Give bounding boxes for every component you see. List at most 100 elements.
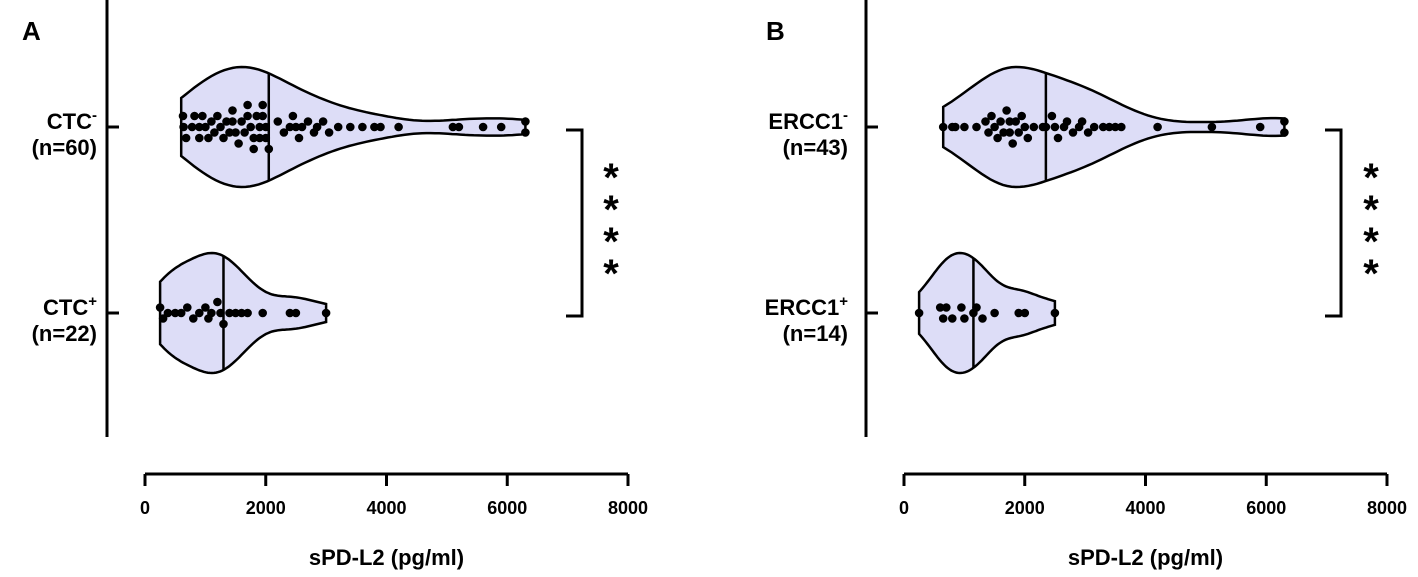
significance-stars: **** xyxy=(603,156,619,296)
category-superscript: - xyxy=(843,107,848,124)
x-tick-label: 8000 xyxy=(1367,498,1407,518)
data-point xyxy=(178,111,188,121)
x-tick-label: 0 xyxy=(140,498,150,518)
data-point xyxy=(181,133,191,143)
data-point xyxy=(999,128,1008,137)
data-point xyxy=(333,122,343,132)
data-point xyxy=(190,111,199,121)
data-point xyxy=(1008,139,1017,148)
x-tick-label: 8000 xyxy=(608,498,648,518)
data-point xyxy=(454,122,464,132)
data-point xyxy=(972,122,981,132)
data-point xyxy=(346,122,355,132)
significance-star: * xyxy=(603,156,619,200)
category-label: ERCC1+ xyxy=(765,293,849,320)
data-point xyxy=(987,111,996,121)
data-point xyxy=(219,319,228,329)
data-point xyxy=(222,117,231,126)
data-point xyxy=(984,128,993,137)
data-point xyxy=(1153,122,1162,132)
data-point xyxy=(195,133,204,143)
data-point xyxy=(261,133,271,143)
data-point xyxy=(1014,308,1023,318)
data-point xyxy=(216,308,225,318)
data-point xyxy=(273,117,283,126)
data-point xyxy=(1255,122,1265,132)
data-point xyxy=(1105,122,1114,132)
data-point xyxy=(1002,106,1011,115)
x-tick-label: 4000 xyxy=(1125,498,1165,518)
data-point xyxy=(198,111,207,121)
data-point xyxy=(237,117,246,126)
data-point xyxy=(204,133,213,143)
data-point xyxy=(1098,122,1108,132)
data-point xyxy=(1017,111,1026,121)
data-point xyxy=(321,308,331,318)
data-point xyxy=(261,122,271,132)
x-axis-title: sPD-L2 (pg/ml) xyxy=(309,545,464,570)
data-point xyxy=(195,122,204,132)
data-point xyxy=(252,111,261,121)
significance-star: * xyxy=(603,252,619,296)
data-point xyxy=(1053,133,1063,143)
data-point xyxy=(978,314,987,323)
data-point xyxy=(279,128,289,137)
data-point xyxy=(1050,308,1060,318)
data-point xyxy=(201,303,210,312)
data-point xyxy=(521,117,530,126)
category-superscript: + xyxy=(839,293,848,310)
panel-letter: B xyxy=(766,16,785,46)
data-point xyxy=(297,122,307,132)
data-point xyxy=(938,122,948,132)
x-tick-label: 0 xyxy=(899,498,909,518)
significance-star: * xyxy=(1363,220,1379,264)
data-point xyxy=(264,144,274,154)
data-point xyxy=(1050,122,1060,132)
data-point xyxy=(1005,128,1014,137)
data-point xyxy=(370,122,379,132)
data-point xyxy=(240,128,249,137)
violin-group: ERCC1+(n=14) xyxy=(765,251,1060,375)
data-point xyxy=(189,314,198,323)
panel-letter: A xyxy=(22,16,41,46)
x-tick-label: 6000 xyxy=(1246,498,1286,518)
data-point xyxy=(155,303,165,312)
data-point xyxy=(448,122,458,132)
data-point xyxy=(521,128,530,137)
data-point xyxy=(358,122,367,132)
data-point xyxy=(183,303,192,312)
data-point xyxy=(1011,117,1020,126)
data-point xyxy=(249,144,258,154)
data-point xyxy=(960,122,969,132)
data-point xyxy=(294,133,304,143)
x-axis: 0 2000 4000 6000 8000 sPD-L2 (pg/ml) xyxy=(899,472,1407,570)
data-point xyxy=(990,308,999,318)
data-point xyxy=(981,117,990,126)
violin-group: ERCC1-(n=43) xyxy=(768,65,1289,189)
data-point xyxy=(285,122,295,132)
data-point xyxy=(291,122,301,132)
data-point xyxy=(228,117,237,126)
data-point xyxy=(1280,128,1289,137)
data-point xyxy=(213,111,222,121)
data-point xyxy=(176,308,186,318)
data-point xyxy=(990,122,999,132)
data-point xyxy=(225,308,234,318)
data-point xyxy=(249,133,258,143)
category-n-label: (n=60) xyxy=(32,135,97,160)
data-point xyxy=(957,303,966,312)
data-point xyxy=(258,100,268,110)
data-point xyxy=(1020,308,1030,318)
data-point xyxy=(170,308,180,318)
category-label: CTC- xyxy=(47,107,97,134)
data-point xyxy=(237,308,246,318)
significance-star: * xyxy=(603,220,619,264)
category-superscript: + xyxy=(88,293,97,310)
data-point xyxy=(942,303,951,312)
data-point xyxy=(312,122,322,132)
data-point xyxy=(255,133,264,143)
data-point xyxy=(258,308,268,318)
data-point xyxy=(187,122,197,132)
